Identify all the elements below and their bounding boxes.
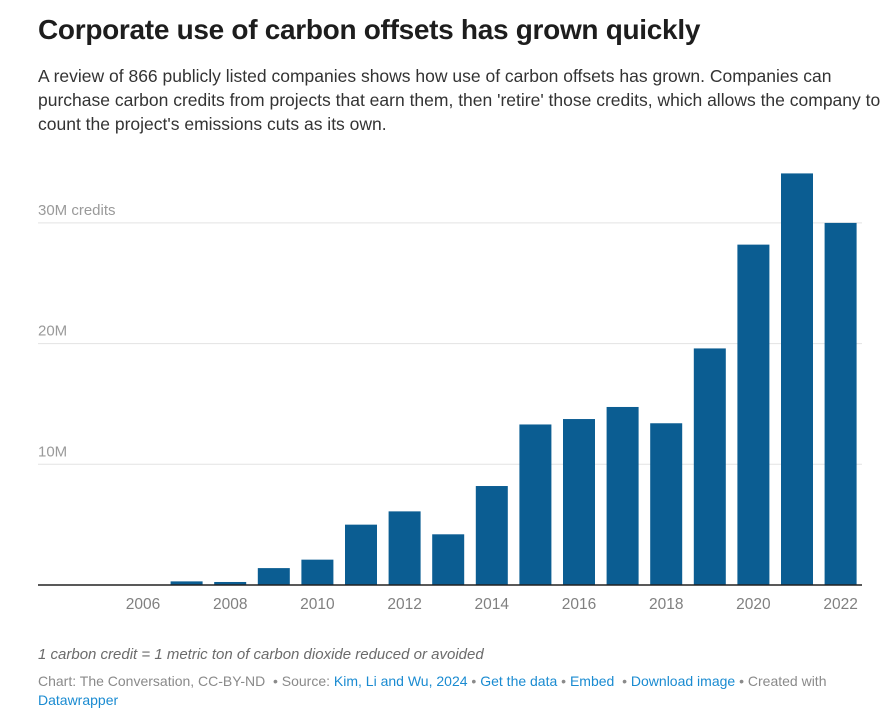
bar-2011 — [345, 524, 377, 585]
bar-2018 — [650, 423, 683, 585]
bar-2019 — [693, 348, 726, 585]
bar-2008 — [214, 581, 247, 585]
bar-2022 — [824, 222, 857, 585]
chart-title: Corporate use of carbon offsets has grow… — [38, 14, 701, 45]
embed-link[interactable]: Embed — [569, 673, 615, 689]
x-tick-label: 2012 — [387, 596, 421, 613]
x-tick-label: 2022 — [823, 596, 857, 613]
x-tick-label: 2018 — [649, 596, 683, 613]
get-data-link[interactable]: Get the data — [480, 673, 558, 689]
bar-2010 — [301, 559, 334, 585]
y-tick-label: 20M — [38, 323, 67, 340]
y-tick-label: 30M credits — [38, 202, 116, 219]
bar-2009 — [257, 568, 290, 585]
bar-2015 — [519, 424, 552, 585]
bar-2020 — [737, 244, 770, 585]
bar-chart: 10M 20M 30M credits 2006 2008 2010 2012 2014 201… — [38, 173, 862, 613]
source-label: • Source: — [272, 673, 331, 689]
x-tick-label: 2006 — [126, 596, 160, 613]
credit-text: Chart: The Conversation, CC-BY-ND — [38, 673, 266, 689]
datawrapper-link[interactable]: Datawrapper — [38, 692, 119, 708]
bar-2007 — [170, 581, 203, 585]
x-tick-label: 2014 — [475, 596, 510, 613]
created-text: • Created with — [739, 673, 827, 689]
bar-2017 — [606, 406, 639, 585]
download-image-link[interactable]: Download image — [630, 673, 736, 689]
bar-2013 — [432, 534, 465, 585]
chart-note: 1 carbon credit = 1 metric ton of carbon… — [38, 646, 484, 663]
bar-2014 — [475, 486, 508, 585]
chart-footer: Chart: The Conversation, CC-BY-ND • Sour… — [38, 673, 827, 708]
x-tick-label: 2008 — [213, 596, 247, 613]
y-tick-label: 10M — [38, 443, 67, 460]
bar-2012 — [388, 511, 421, 585]
x-tick-label: 2020 — [736, 596, 771, 613]
bar-2021 — [781, 173, 813, 585]
chart-subtitle: A review of 866 publicly listed companie… — [38, 66, 881, 134]
bar-2016 — [563, 419, 595, 585]
x-tick-label: 2010 — [300, 596, 335, 613]
x-tick-label: 2016 — [562, 596, 596, 613]
source-link[interactable]: Kim, Li and Wu, 2024 — [333, 673, 468, 689]
